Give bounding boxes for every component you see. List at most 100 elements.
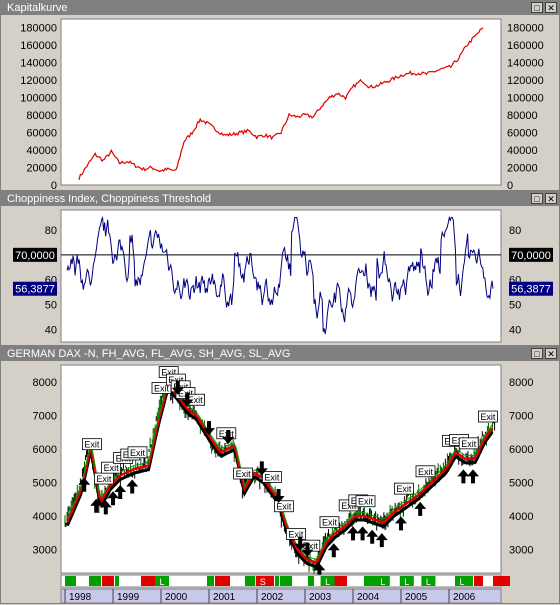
chop-panel: Choppiness Index, Choppiness Threshold □… <box>0 191 560 346</box>
exit-marker-label: Exit <box>168 375 184 385</box>
price-ytick-left: 5000 <box>33 477 57 489</box>
exit-marker-label: Exit <box>358 497 374 507</box>
signal-letter-bg <box>399 576 414 586</box>
sell-arrow-icon <box>255 461 268 476</box>
chop-threshold-label-left-bg <box>13 247 57 262</box>
signal-letter-bg <box>455 576 469 586</box>
chop-last-label-right: 56,3877 <box>511 284 551 296</box>
exit-marker-label: Exit <box>276 502 292 512</box>
equity-ytick-right: 60000 <box>507 128 538 140</box>
equity-ytick-right: 180000 <box>507 23 544 35</box>
price-ytick-right: 8000 <box>509 377 533 389</box>
buy-arrow-icon <box>356 526 369 541</box>
price-title: GERMAN DAX -N, FH_AVG, FL_AVG, SH_AVG, S… <box>1 347 559 361</box>
chop-close-button[interactable]: ✕ <box>545 193 557 204</box>
price-ytick-right: 6000 <box>509 444 533 456</box>
signal-block <box>364 576 379 586</box>
equity-ytick-left: 0 <box>51 180 57 191</box>
exit-marker-label: Exit <box>322 518 338 528</box>
chop-title: Choppiness Index, Choppiness Threshold <box>1 192 559 206</box>
buy-arrow-icon <box>347 526 359 541</box>
exit-marker-box <box>415 465 436 478</box>
year-label: 1998 <box>69 592 92 603</box>
price-chart: 3000 3000 4000 4000 5000 5000 6000 6000 7000 7000… <box>33 364 533 604</box>
equity-ytick-left: 120000 <box>20 75 57 87</box>
chop-ytick-right: 80 <box>509 225 521 237</box>
chop-ytick-left: 80 <box>45 225 57 237</box>
chop-maximize-button[interactable]: □ <box>531 193 543 204</box>
signal-block <box>348 576 363 586</box>
equity-title: Kapitalkurve <box>1 1 559 15</box>
equity-ytick-right: 100000 <box>507 93 544 105</box>
signal-letter-bg <box>375 576 390 586</box>
signal-letter-bg <box>155 576 169 586</box>
exit-marker-box <box>101 461 121 474</box>
year-label: 2003 <box>309 592 332 603</box>
equity-ytick-left: 140000 <box>20 58 57 70</box>
equity-axis: 0 0 20000 20000 40000 40000 60000 60000 80000 800… <box>20 23 543 191</box>
price-close-button[interactable]: ✕ <box>545 348 557 359</box>
signal-block <box>237 576 244 586</box>
exit-marker-box <box>261 470 282 483</box>
exit-marker-box <box>233 467 254 480</box>
year-label: 2002 <box>261 592 284 603</box>
exit-marker-box <box>82 438 102 451</box>
exit-marker-label: Exit <box>461 439 477 449</box>
equity-maximize-button[interactable]: □ <box>531 2 543 13</box>
signal-block <box>89 576 101 586</box>
signal-block <box>474 576 483 586</box>
signal-block <box>415 576 427 586</box>
signal-letter: L <box>159 577 164 587</box>
buy-arrow-icon <box>114 485 127 500</box>
price-ytick-right: 3000 <box>509 545 533 557</box>
exit-marker-box <box>285 528 306 540</box>
year-label: 2004 <box>357 592 380 603</box>
exit-marker-box <box>127 446 148 459</box>
buy-arrow-icon <box>395 516 407 531</box>
chop-threshold-label-left: 70,0000 <box>15 250 55 262</box>
exit-marker-label: Exit <box>303 541 319 551</box>
equity-ytick-right: 0 <box>507 180 513 191</box>
exit-marker-label: Exit <box>264 472 280 482</box>
equity-ytick-left: 40000 <box>26 145 57 157</box>
signal-block <box>245 576 255 586</box>
signal-letter-bg <box>255 576 270 586</box>
signal-block <box>198 576 206 586</box>
signal-letter: L <box>325 577 330 587</box>
chop-ytick-right: 40 <box>509 325 521 337</box>
signal-block <box>188 576 197 586</box>
buy-arrow-icon <box>99 500 112 515</box>
signal-letter: L <box>404 577 409 587</box>
price-ytick-right: 7000 <box>509 410 533 422</box>
exit-marker-label: Exit <box>418 467 434 477</box>
signal-block <box>207 576 214 586</box>
equity-ytick-right: 40000 <box>507 145 538 157</box>
chop-line <box>66 215 494 335</box>
sell-arrow-icon <box>181 392 194 407</box>
exit-marker-label: Exit <box>396 484 412 494</box>
year-label: 2006 <box>453 592 476 603</box>
equity-ytick-right: 20000 <box>507 163 538 175</box>
chop-ytick-left: 50 <box>45 300 57 312</box>
equity-line <box>78 27 484 180</box>
buy-arrow-icon <box>78 477 91 492</box>
signal-block <box>102 576 114 586</box>
equity-close-button[interactable]: ✕ <box>545 2 557 13</box>
exit-marker-label: Exit <box>154 383 170 393</box>
signal-block <box>65 576 76 586</box>
price-panel: GERMAN DAX -N, FH_AVG, FL_AVG, SH_AVG, S… <box>0 346 560 604</box>
year-label: 2000 <box>165 592 188 603</box>
sell-arrow-icon <box>171 380 184 395</box>
chop-ytick-left: 40 <box>45 325 57 337</box>
equity-ytick-left: 180000 <box>20 23 57 35</box>
exit-marker-box <box>319 516 340 529</box>
signal-block <box>120 576 124 586</box>
price-maximize-button[interactable]: □ <box>531 348 543 359</box>
equity-ytick-left: 80000 <box>26 110 57 122</box>
buy-arrow-icon <box>414 501 427 516</box>
signal-letter-bg <box>320 576 335 586</box>
buy-arrow-icon <box>457 469 470 484</box>
signal-letter: S <box>260 577 266 587</box>
sell-arrow-icon <box>301 542 314 557</box>
signal-block <box>280 576 292 586</box>
